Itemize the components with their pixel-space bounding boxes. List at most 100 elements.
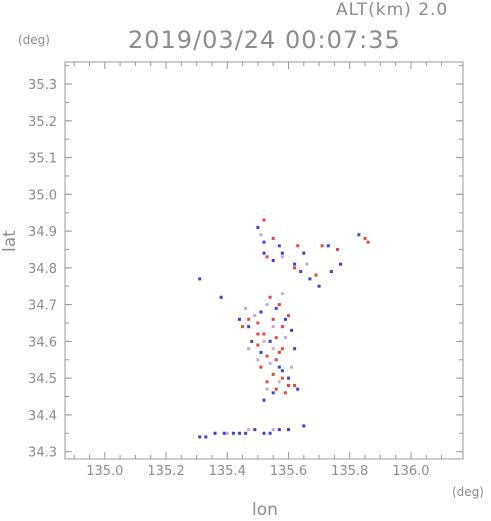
data-point	[296, 244, 300, 248]
data-point	[241, 325, 245, 329]
altitude-label: ALT(km) 2.0	[336, 0, 449, 20]
y-tick-label: 34.3	[28, 446, 57, 461]
y-tick-label: 34.8	[28, 262, 57, 277]
data-point	[329, 270, 333, 274]
data-point	[268, 431, 272, 435]
data-point	[283, 336, 287, 340]
data-point	[326, 244, 330, 248]
data-point	[256, 358, 260, 362]
data-point	[335, 247, 339, 251]
data-point	[357, 233, 361, 237]
data-point	[271, 325, 275, 329]
data-point	[277, 303, 281, 307]
data-point	[290, 365, 294, 369]
data-point	[222, 431, 226, 435]
data-point	[238, 317, 242, 321]
data-point	[317, 284, 321, 288]
data-point	[271, 372, 275, 376]
data-point	[277, 380, 281, 384]
data-point	[286, 428, 290, 432]
data-point	[274, 336, 278, 340]
data-point	[277, 350, 281, 354]
data-point	[305, 262, 309, 266]
data-point	[293, 266, 297, 270]
data-point	[271, 391, 275, 395]
data-point	[283, 317, 287, 321]
data-point	[286, 383, 290, 387]
data-point	[302, 424, 306, 428]
y-tick-label: 34.7	[28, 299, 57, 314]
data-point	[231, 431, 235, 435]
data-point	[277, 428, 281, 432]
y-axis-unit: (deg)	[18, 33, 50, 47]
x-axis-unit: (deg)	[452, 485, 484, 499]
x-tick-label: 135.2	[147, 464, 184, 479]
data-point	[256, 321, 260, 325]
data-point	[363, 236, 367, 240]
data-point	[247, 347, 251, 351]
data-point	[277, 244, 281, 248]
data-point	[259, 365, 263, 369]
data-point	[262, 332, 266, 336]
y-tick-label: 34.6	[28, 335, 57, 350]
data-point	[253, 314, 257, 318]
data-point	[259, 233, 263, 237]
data-point	[274, 387, 278, 391]
data-point	[280, 347, 284, 351]
data-point	[280, 251, 284, 255]
data-point	[280, 325, 284, 329]
data-point	[268, 361, 272, 365]
data-point	[302, 251, 306, 255]
data-point	[314, 273, 318, 277]
data-point	[265, 303, 269, 307]
data-point	[271, 347, 275, 351]
data-point	[320, 244, 324, 248]
data-point	[259, 310, 263, 314]
data-point	[293, 383, 297, 387]
data-point	[265, 387, 269, 391]
y-tick-label: 34.4	[28, 409, 57, 424]
data-point	[238, 431, 242, 435]
data-point	[198, 277, 202, 281]
data-point	[262, 339, 266, 343]
data-point	[198, 435, 202, 439]
data-point	[280, 369, 284, 373]
data-point	[339, 262, 343, 266]
data-point	[274, 306, 278, 310]
x-tick-label: 135.4	[209, 464, 246, 479]
data-point	[277, 365, 281, 369]
data-point	[271, 236, 275, 240]
x-tick-label: 135.0	[86, 464, 123, 479]
data-point	[265, 380, 269, 384]
data-point	[259, 350, 263, 354]
x-tick-label: 135.8	[331, 464, 368, 479]
data-point	[268, 339, 272, 343]
data-point	[247, 317, 251, 321]
data-point	[219, 295, 223, 299]
data-point	[262, 240, 266, 244]
x-axis-label: lon	[252, 500, 278, 520]
data-point	[271, 428, 275, 432]
data-point	[262, 398, 266, 402]
data-point	[280, 292, 284, 296]
data-point	[283, 391, 287, 395]
data-point	[286, 314, 290, 318]
data-point	[308, 277, 312, 281]
x-tick-label: 136.0	[392, 464, 429, 479]
data-point	[247, 428, 251, 432]
data-point	[274, 358, 278, 362]
data-point	[256, 332, 260, 336]
y-tick-label: 35.1	[28, 152, 57, 167]
y-tick-label: 35.0	[28, 188, 57, 203]
x-tick-label: 135.6	[270, 464, 307, 479]
data-point	[262, 431, 266, 435]
data-point	[253, 428, 257, 432]
y-tick-label: 34.5	[28, 372, 57, 387]
data-point	[265, 255, 269, 259]
data-point	[225, 431, 229, 435]
data-point	[271, 259, 275, 262]
timestamp-title: 2019/03/24 00:07:35	[128, 26, 401, 54]
y-tick-label: 35.2	[28, 115, 57, 130]
data-point	[244, 306, 248, 310]
data-point	[271, 317, 275, 321]
